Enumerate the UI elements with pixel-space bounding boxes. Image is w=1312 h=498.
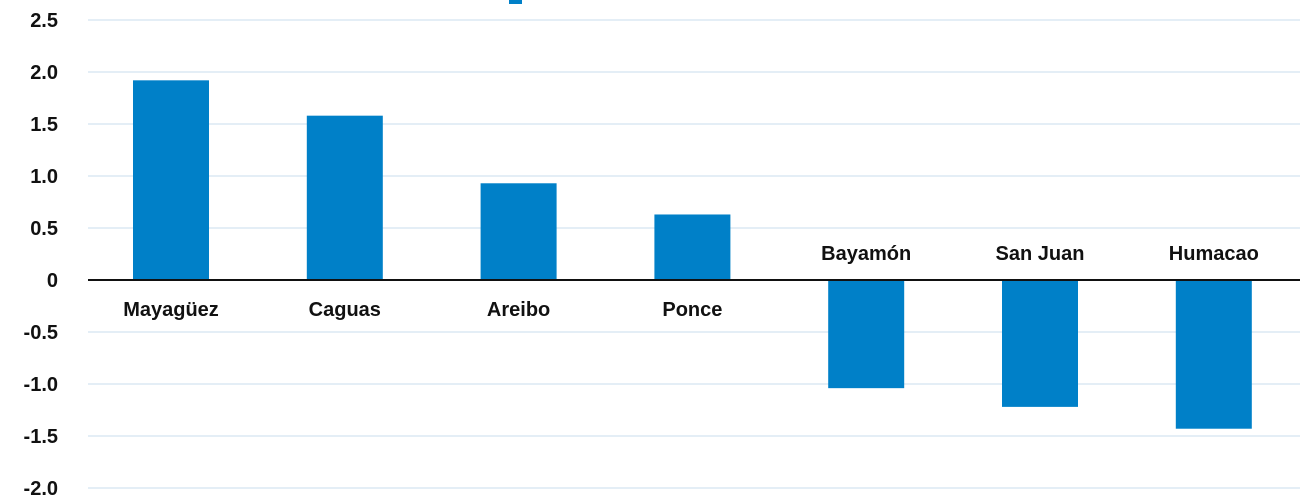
- bar: [480, 183, 557, 280]
- bar: [306, 115, 383, 281]
- bar: [1175, 280, 1252, 429]
- bars: [133, 80, 1252, 429]
- category-label: Bayamón: [821, 243, 911, 265]
- y-tick-label: 2.5: [30, 10, 58, 32]
- bar: [133, 80, 209, 280]
- y-tick-label: -0.5: [24, 322, 58, 344]
- y-tick-label: -1.0: [24, 374, 58, 396]
- category-label: Ponce: [662, 299, 722, 321]
- bar: [654, 214, 731, 280]
- category-label: San Juan: [996, 243, 1085, 265]
- category-label: Humacao: [1169, 243, 1259, 265]
- chart-title-fragment: [509, 0, 522, 4]
- labels: 2.5 2.0 1.5 1.0 0.5 0 -0.5 -1.0 -1.5 -2.0 Mayagüez…: [24, 10, 1259, 498]
- bar: [1002, 280, 1078, 407]
- y-tick-label: 1.5: [30, 114, 58, 136]
- y-tick-label: -2.0: [24, 478, 58, 498]
- y-tick-label: -1.5: [24, 426, 58, 448]
- y-tick-label: 2.0: [30, 62, 58, 84]
- category-label: Areibo: [487, 299, 550, 321]
- y-tick-label: 1.0: [30, 166, 58, 188]
- y-tick-label: 0.5: [30, 218, 58, 240]
- bar: [828, 280, 905, 389]
- y-tick-label: 0: [47, 270, 58, 292]
- category-label: Caguas: [309, 299, 381, 321]
- category-label: Mayagüez: [123, 299, 219, 321]
